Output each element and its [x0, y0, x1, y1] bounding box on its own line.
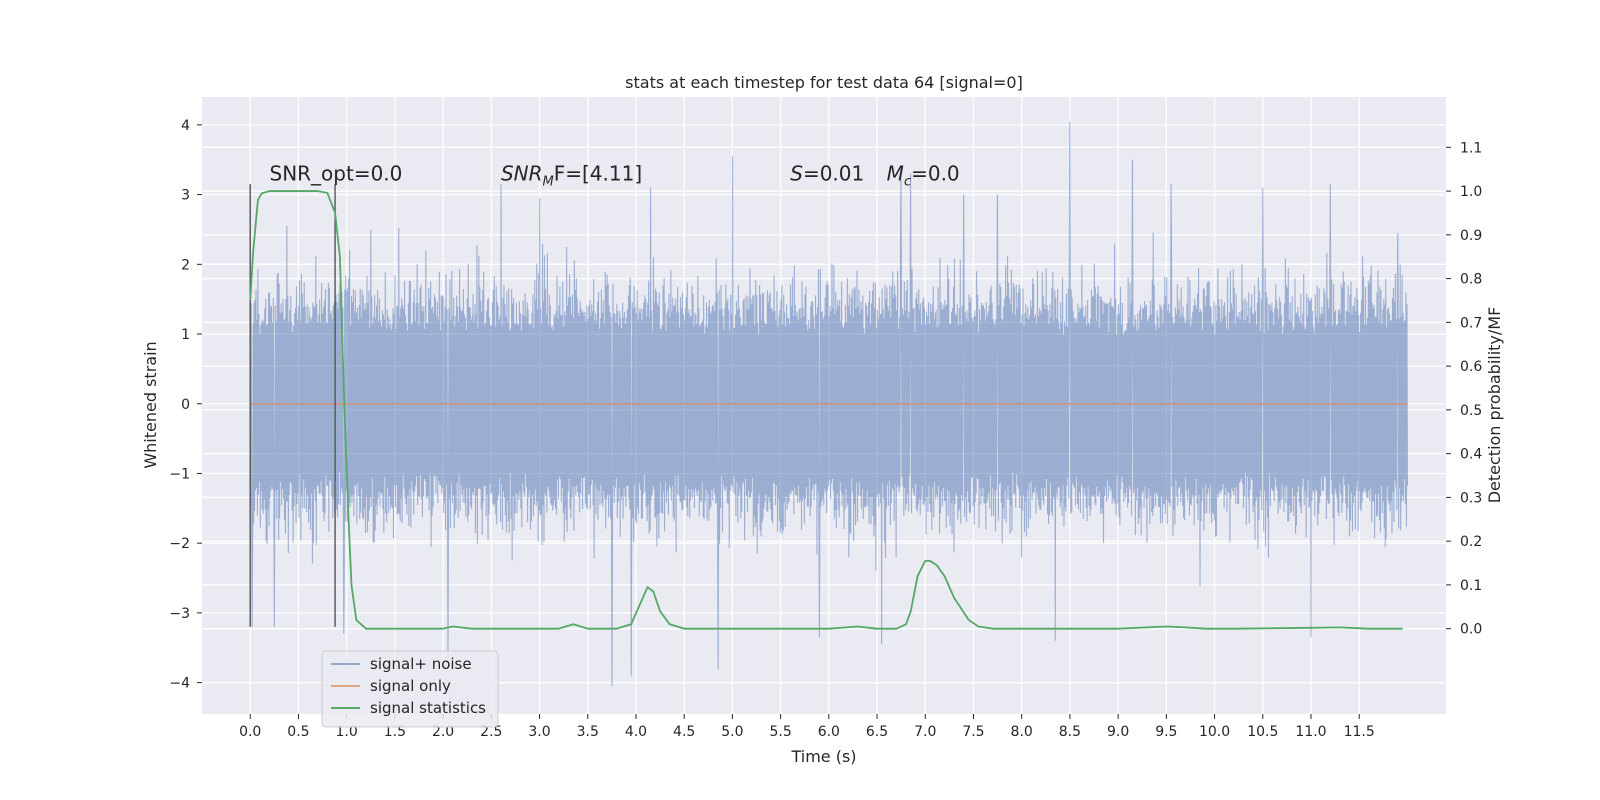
- axis-ticks: 0.0 0.5 1.0 1.5 2.0 2.5 3.0 3.5 4.0 4.5 5.0 5.5 6.0 6…: [169, 118, 1482, 740]
- annotation-math: S: [790, 162, 803, 186]
- y2-tick-label: 0.0: [1460, 622, 1482, 638]
- x-tick-label: 8.5: [1059, 724, 1081, 740]
- y2-tick-label: 0.9: [1460, 228, 1482, 244]
- x-axis-label: Time (s): [790, 747, 856, 766]
- x-tick-label: 5.5: [769, 724, 791, 740]
- annotation-subscript: M: [543, 175, 554, 190]
- annotation-stat: S=0.01: [790, 162, 864, 186]
- x-tick-label: 0.0: [239, 724, 261, 740]
- legend: signal+ noise signal only signal statist…: [321, 650, 499, 728]
- x-tick-label: 10.0: [1199, 724, 1230, 740]
- x-tick-label: 2.0: [432, 724, 454, 740]
- legend-label-statistics: signal statistics: [370, 699, 486, 717]
- x-tick-label: 11.5: [1344, 724, 1375, 740]
- y2-tick-label: 0.6: [1460, 359, 1482, 375]
- x-tick-label: 9.5: [1155, 724, 1177, 740]
- y-tick-label: 2: [181, 257, 190, 273]
- y-tick-label: 1: [181, 327, 190, 343]
- annotation-plain: SNR_opt=0.0: [270, 162, 403, 186]
- y2-tick-label: 0.4: [1460, 447, 1482, 463]
- x-tick-label: 2.5: [480, 724, 502, 740]
- annotation-subscript: c: [904, 175, 911, 190]
- x-tick-label: 5.0: [721, 724, 743, 740]
- y2-tick-label: 0.8: [1460, 272, 1482, 288]
- x-tick-label: 11.0: [1295, 724, 1326, 740]
- x-tick-label: 4.0: [625, 724, 647, 740]
- y2-tick-label: 1.0: [1460, 184, 1482, 200]
- annotation-math: M: [887, 162, 904, 186]
- x-tick-label: 1.5: [384, 724, 406, 740]
- y-tick-label: 4: [181, 118, 190, 134]
- annotation-value: =0.01: [803, 162, 864, 186]
- y2-axis-label: Detection probability/MF: [1485, 307, 1504, 504]
- x-tick-label: 4.5: [673, 724, 695, 740]
- annotations: SNR_opt=0.0 SNRMF=[4.11] S=0.01 Mc=0.0: [270, 162, 960, 190]
- y2-tick-label: 0.7: [1460, 315, 1482, 331]
- legend-label-noise: signal+ noise: [370, 655, 472, 673]
- y-tick-label: −4: [169, 676, 190, 692]
- x-tick-label: 3.5: [577, 724, 599, 740]
- y-tick-label: 3: [181, 188, 190, 204]
- y-tick-label: 0: [181, 397, 190, 413]
- series-signal-plus-noise: [249, 121, 1408, 687]
- annotation-value: =0.0: [911, 162, 960, 186]
- legend-box: [321, 650, 499, 728]
- x-tick-label: 7.0: [914, 724, 936, 740]
- x-tick-label: 6.0: [818, 724, 840, 740]
- y2-tick-label: 0.3: [1460, 490, 1482, 506]
- y2-tick-label: 1.1: [1460, 140, 1482, 156]
- annotation-value: F=[4.11]: [554, 162, 642, 186]
- series-signal-statistics: [249, 190, 1403, 630]
- chart-title: stats at each timestep for test data 64 …: [625, 73, 1023, 92]
- y2-tick-label: 0.2: [1460, 534, 1482, 550]
- y2-tick-label: 0.5: [1460, 403, 1482, 419]
- legend-label-signal: signal only: [370, 677, 451, 695]
- series-layer: [249, 121, 1408, 687]
- y-tick-label: −1: [169, 466, 190, 482]
- x-tick-label: 8.0: [1011, 724, 1033, 740]
- x-tick-label: 0.5: [287, 724, 309, 740]
- y-tick-label: −3: [169, 606, 190, 622]
- x-tick-label: 6.5: [866, 724, 888, 740]
- annotation-math: SNR: [501, 162, 543, 186]
- x-tick-label: 7.5: [962, 724, 984, 740]
- annotation-snrmf: SNRMF=[4.11]: [501, 162, 642, 190]
- y-axis-label: Whitened strain: [141, 341, 160, 468]
- annotation-mc: Mc=0.0: [887, 162, 960, 190]
- x-tick-label: 9.0: [1107, 724, 1129, 740]
- y-tick-label: −2: [169, 536, 190, 552]
- x-tick-label: 10.5: [1247, 724, 1278, 740]
- y2-tick-label: 0.1: [1460, 578, 1482, 594]
- x-tick-label: 3.0: [528, 724, 550, 740]
- x-tick-label: 1.0: [336, 724, 358, 740]
